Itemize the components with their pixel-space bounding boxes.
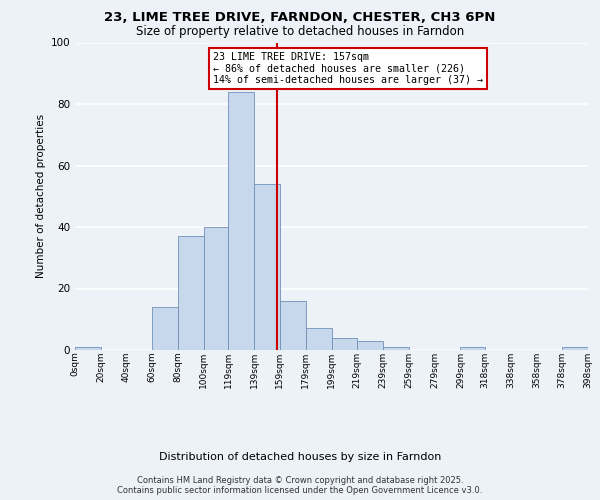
Bar <box>229 92 254 350</box>
Bar <box>383 347 409 350</box>
Bar <box>331 338 357 350</box>
Text: 23 LIME TREE DRIVE: 157sqm
← 86% of detached houses are smaller (226)
14% of sem: 23 LIME TREE DRIVE: 157sqm ← 86% of deta… <box>213 52 483 85</box>
Bar <box>178 236 204 350</box>
Bar <box>75 347 101 350</box>
Text: Distribution of detached houses by size in Farndon: Distribution of detached houses by size … <box>159 452 441 462</box>
Text: Size of property relative to detached houses in Farndon: Size of property relative to detached ho… <box>136 25 464 38</box>
Bar <box>306 328 331 350</box>
Bar <box>460 347 485 350</box>
Text: 23, LIME TREE DRIVE, FARNDON, CHESTER, CH3 6PN: 23, LIME TREE DRIVE, FARNDON, CHESTER, C… <box>104 11 496 24</box>
Bar <box>152 307 178 350</box>
Text: Contains HM Land Registry data © Crown copyright and database right 2025.
Contai: Contains HM Land Registry data © Crown c… <box>118 476 482 495</box>
Bar <box>357 341 383 350</box>
Bar <box>280 301 306 350</box>
Bar <box>562 347 588 350</box>
Bar <box>254 184 280 350</box>
Bar <box>204 227 229 350</box>
Y-axis label: Number of detached properties: Number of detached properties <box>37 114 46 278</box>
